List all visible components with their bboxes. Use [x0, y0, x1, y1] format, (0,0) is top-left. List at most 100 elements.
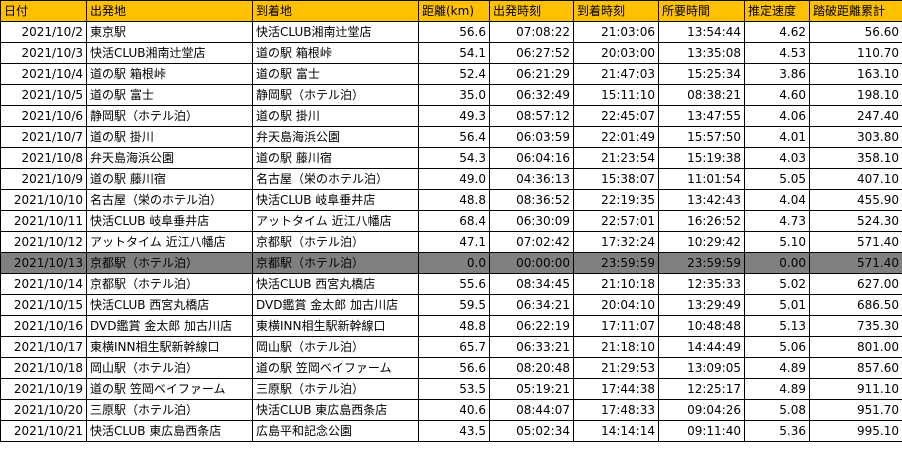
cell-speed[interactable]: 4.06 — [744, 105, 810, 127]
cell-departure-time[interactable]: 00:00:00 — [489, 252, 574, 274]
cell-arrival-time[interactable]: 21:23:54 — [573, 147, 659, 169]
cell-date[interactable]: 2021/10/3 — [0, 42, 87, 64]
cell-cumulative[interactable]: 735.30 — [809, 315, 902, 337]
cell-arrival-time[interactable]: 21:18:10 — [573, 336, 659, 358]
cell-date[interactable]: 2021/10/4 — [0, 63, 87, 85]
cell-arrival[interactable]: 弁天島海浜公園 — [252, 126, 419, 148]
cell-departure[interactable]: 東横INN相生駅新幹線口 — [86, 336, 253, 358]
cell-departure[interactable]: 京都駅（ホテル泊） — [86, 273, 253, 295]
header-arrival[interactable]: 到着地 — [252, 0, 419, 22]
cell-date[interactable]: 2021/10/11 — [0, 210, 87, 232]
cell-distance[interactable]: 54.1 — [418, 42, 490, 64]
header-distance[interactable]: 距離(km) — [418, 0, 490, 22]
cell-arrival[interactable]: 東横INN相生駅新幹線口 — [252, 315, 419, 337]
cell-arrival[interactable]: 静岡駅（ホテル泊） — [252, 84, 419, 106]
cell-arrival-time[interactable]: 21:47:03 — [573, 63, 659, 85]
cell-cumulative[interactable]: 801.00 — [809, 336, 902, 358]
cell-date[interactable]: 2021/10/5 — [0, 84, 87, 106]
header-arrival-time[interactable]: 到着時刻 — [573, 0, 659, 22]
cell-speed[interactable]: 0.00 — [744, 252, 810, 274]
cell-arrival[interactable]: 三原駅（ホテル泊） — [252, 378, 419, 400]
cell-arrival[interactable]: アットタイム 近江八幡店 — [252, 210, 419, 232]
cell-date[interactable]: 2021/10/12 — [0, 231, 87, 253]
cell-arrival[interactable]: 名古屋（栄のホテル泊） — [252, 168, 419, 190]
cell-date[interactable]: 2021/10/17 — [0, 336, 87, 358]
cell-arrival-time[interactable]: 21:10:18 — [573, 273, 659, 295]
cell-cumulative[interactable]: 358.10 — [809, 147, 902, 169]
cell-arrival-time[interactable]: 20:04:10 — [573, 294, 659, 316]
cell-arrival-time[interactable]: 22:19:35 — [573, 189, 659, 211]
cell-date[interactable]: 2021/10/13 — [0, 252, 87, 274]
cell-distance[interactable]: 52.4 — [418, 63, 490, 85]
cell-arrival[interactable]: 道の駅 掛川 — [252, 105, 419, 127]
cell-departure[interactable]: 快活CLUB 岐阜垂井店 — [86, 210, 253, 232]
cell-speed[interactable]: 5.01 — [744, 294, 810, 316]
cell-date[interactable]: 2021/10/20 — [0, 399, 87, 421]
cell-arrival-time[interactable]: 23:59:59 — [573, 252, 659, 274]
cell-departure-time[interactable]: 07:08:22 — [489, 21, 574, 43]
header-speed[interactable]: 推定速度 — [744, 0, 810, 22]
header-cumulative[interactable]: 踏破距離累計 — [809, 0, 902, 22]
cell-speed[interactable]: 4.04 — [744, 189, 810, 211]
cell-arrival-time[interactable]: 17:48:33 — [573, 399, 659, 421]
cell-distance[interactable]: 49.0 — [418, 168, 490, 190]
cell-arrival[interactable]: 岡山駅（ホテル泊） — [252, 336, 419, 358]
cell-departure[interactable]: 道の駅 富士 — [86, 84, 253, 106]
cell-arrival[interactable]: 快活CLUB 西宮丸橋店 — [252, 273, 419, 295]
cell-arrival[interactable]: 広島平和記念公園 — [252, 420, 419, 442]
cell-speed[interactable]: 4.53 — [744, 42, 810, 64]
cell-duration[interactable]: 15:57:50 — [658, 126, 745, 148]
cell-cumulative[interactable]: 407.10 — [809, 168, 902, 190]
cell-departure-time[interactable]: 08:57:12 — [489, 105, 574, 127]
cell-speed[interactable]: 5.13 — [744, 315, 810, 337]
cell-arrival[interactable]: 道の駅 藤川宿 — [252, 147, 419, 169]
cell-departure-time[interactable]: 08:36:52 — [489, 189, 574, 211]
cell-speed[interactable]: 4.89 — [744, 378, 810, 400]
cell-date[interactable]: 2021/10/21 — [0, 420, 87, 442]
cell-cumulative[interactable]: 995.10 — [809, 420, 902, 442]
cell-arrival-time[interactable]: 17:32:24 — [573, 231, 659, 253]
cell-departure[interactable]: 快活CLUB 東広島西条店 — [86, 420, 253, 442]
cell-date[interactable]: 2021/10/8 — [0, 147, 87, 169]
cell-duration[interactable]: 13:42:43 — [658, 189, 745, 211]
cell-speed[interactable]: 4.73 — [744, 210, 810, 232]
cell-departure[interactable]: 道の駅 藤川宿 — [86, 168, 253, 190]
cell-distance[interactable]: 0.0 — [418, 252, 490, 274]
cell-distance[interactable]: 48.8 — [418, 189, 490, 211]
cell-cumulative[interactable]: 911.10 — [809, 378, 902, 400]
cell-arrival-time[interactable]: 20:03:00 — [573, 42, 659, 64]
cell-arrival-time[interactable]: 22:57:01 — [573, 210, 659, 232]
cell-date[interactable]: 2021/10/18 — [0, 357, 87, 379]
cell-arrival[interactable]: 道の駅 箱根峠 — [252, 42, 419, 64]
cell-distance[interactable]: 43.5 — [418, 420, 490, 442]
cell-cumulative[interactable]: 163.10 — [809, 63, 902, 85]
header-departure[interactable]: 出発地 — [86, 0, 253, 22]
cell-departure-time[interactable]: 05:02:34 — [489, 420, 574, 442]
cell-cumulative[interactable]: 571.40 — [809, 231, 902, 253]
cell-distance[interactable]: 40.6 — [418, 399, 490, 421]
cell-departure-time[interactable]: 06:32:49 — [489, 84, 574, 106]
cell-cumulative[interactable]: 247.40 — [809, 105, 902, 127]
cell-cumulative[interactable]: 110.70 — [809, 42, 902, 64]
header-date[interactable]: 日付 — [0, 0, 87, 22]
cell-speed[interactable]: 4.60 — [744, 84, 810, 106]
cell-speed[interactable]: 5.05 — [744, 168, 810, 190]
cell-duration[interactable]: 09:11:40 — [658, 420, 745, 442]
cell-distance[interactable]: 53.5 — [418, 378, 490, 400]
cell-speed[interactable]: 4.89 — [744, 357, 810, 379]
cell-departure-time[interactable]: 06:04:16 — [489, 147, 574, 169]
cell-distance[interactable]: 54.3 — [418, 147, 490, 169]
cell-duration[interactable]: 13:47:55 — [658, 105, 745, 127]
cell-arrival[interactable]: 道の駅 富士 — [252, 63, 419, 85]
cell-distance[interactable]: 48.8 — [418, 315, 490, 337]
cell-date[interactable]: 2021/10/19 — [0, 378, 87, 400]
cell-duration[interactable]: 14:44:49 — [658, 336, 745, 358]
cell-departure-time[interactable]: 06:33:21 — [489, 336, 574, 358]
cell-departure[interactable]: 弁天島海浜公園 — [86, 147, 253, 169]
cell-speed[interactable]: 5.36 — [744, 420, 810, 442]
cell-date[interactable]: 2021/10/10 — [0, 189, 87, 211]
cell-arrival-time[interactable]: 15:38:07 — [573, 168, 659, 190]
cell-duration[interactable]: 11:01:54 — [658, 168, 745, 190]
cell-date[interactable]: 2021/10/7 — [0, 126, 87, 148]
cell-speed[interactable]: 5.02 — [744, 273, 810, 295]
